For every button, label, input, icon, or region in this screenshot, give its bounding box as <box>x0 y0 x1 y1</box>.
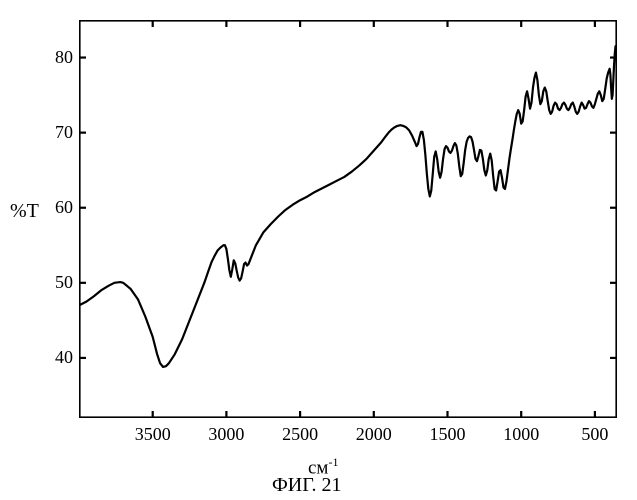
x-tick-label: 500 <box>570 424 620 445</box>
ir-spectrum-figure: %T см-1 ФИГ. 21 350030002500200015001000… <box>0 0 637 500</box>
figure-caption: ФИГ. 21 <box>272 474 342 497</box>
y-tick-label: 80 <box>43 47 73 68</box>
spectrum-svg <box>79 20 617 418</box>
y-tick-label: 40 <box>43 347 73 368</box>
y-tick-label: 50 <box>43 272 73 293</box>
x-tick-label: 3500 <box>128 424 178 445</box>
y-tick-label: 60 <box>43 197 73 218</box>
x-tick-label: 1500 <box>422 424 472 445</box>
x-tick-label: 2000 <box>349 424 399 445</box>
y-tick-label: 70 <box>43 122 73 143</box>
x-tick-label: 1000 <box>496 424 546 445</box>
y-axis-label: %T <box>10 200 39 223</box>
plot-area <box>79 20 617 418</box>
x-tick-label: 2500 <box>275 424 325 445</box>
x-axis-label-sup: -1 <box>328 455 338 469</box>
x-tick-label: 3000 <box>201 424 251 445</box>
